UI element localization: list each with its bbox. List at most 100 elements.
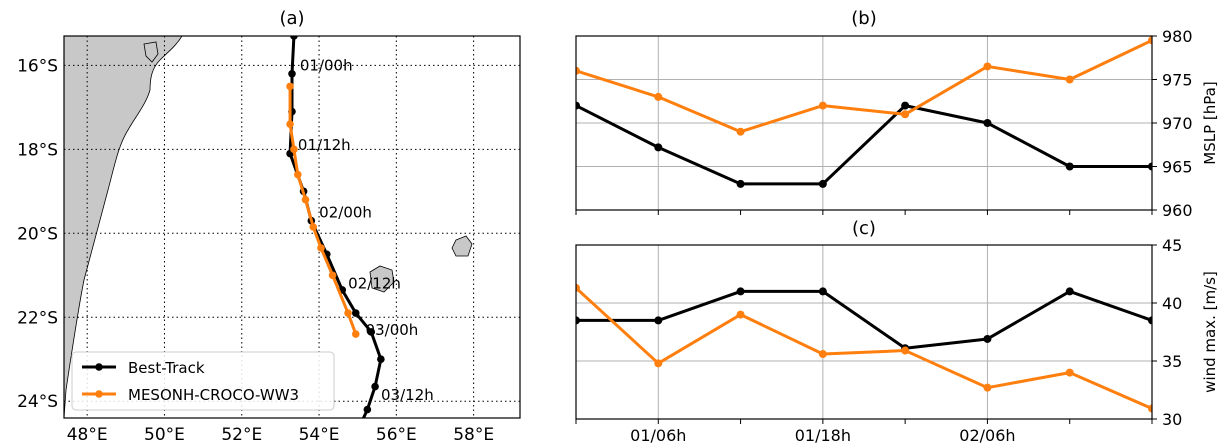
lat-tick-label: 16°S xyxy=(17,56,58,76)
wind-xtick-label: 02/06h xyxy=(959,426,1015,445)
best-track-point xyxy=(358,418,366,426)
legend-label-best-track: Best-Track xyxy=(128,359,205,377)
wind-ytick-label: 30 xyxy=(1162,410,1182,429)
best-track-point xyxy=(288,69,296,78)
wind-best-track-point xyxy=(1065,287,1074,296)
mslp-best-track-point xyxy=(576,101,580,110)
model-track-point xyxy=(301,195,310,204)
wind-ticks: 30 35 40 45 01/06h 01/18h 02/06h xyxy=(575,236,1182,445)
mslp-grid xyxy=(576,35,1152,211)
mslp-ticks: 960 965 970 975 980 xyxy=(575,27,1193,220)
legend-marker-best-track xyxy=(95,363,103,371)
wind-model-point xyxy=(1065,368,1074,377)
time-annotation: 02/12h xyxy=(348,275,401,293)
map-annotations: 01/00h 01/12h 02/00h 02/12h 03/00h 03/12h xyxy=(298,56,434,404)
best-track-point xyxy=(377,355,385,364)
lon-tick-label: 54°E xyxy=(299,425,340,445)
map-panel: (a) 01/00h 01/12h 02/00h 02/12h 03/00h 03/12h… xyxy=(17,8,521,445)
wind-ylabel: wind max. [m/s] xyxy=(1201,271,1219,393)
map-tracks xyxy=(286,36,385,426)
map-gridlines xyxy=(64,36,520,418)
best-track-point xyxy=(290,36,298,40)
wind-model-point xyxy=(576,283,580,292)
wind-ytick-label: 35 xyxy=(1162,352,1182,371)
mslp-model-point xyxy=(901,110,910,119)
model-track-point xyxy=(328,271,337,280)
mslp-best-track-point xyxy=(1148,162,1152,171)
mslp-model-point xyxy=(1148,36,1152,45)
time-annotation: 01/00h xyxy=(300,56,353,74)
mslp-best-track-line xyxy=(576,104,1152,186)
model-track-point xyxy=(293,170,302,179)
mslp-ytick-label: 965 xyxy=(1162,158,1193,177)
map-tick-labels: 48°E 50°E 52°E 54°E 56°E 58°E 16°S 18°S 20°S 22°S… xyxy=(17,56,494,445)
map-frame xyxy=(63,35,521,419)
wind-model-point xyxy=(654,359,663,368)
model-track-line xyxy=(288,86,358,335)
model-track-point xyxy=(351,330,360,338)
lon-tick-label: 50°E xyxy=(144,425,185,445)
lon-tick-label: 56°E xyxy=(376,425,417,445)
best-track-point xyxy=(351,309,360,317)
best-track-point xyxy=(371,382,379,391)
wind-best-track-point xyxy=(818,287,827,296)
mslp-model-point xyxy=(818,101,827,110)
mslp-model-point xyxy=(1065,75,1074,84)
mslp-best-track-point xyxy=(654,143,663,152)
mslp-best-track-point xyxy=(901,101,910,110)
wind-model-line xyxy=(576,286,1152,410)
wind-best-track-point xyxy=(1148,316,1152,325)
time-annotation: 03/00h xyxy=(366,321,419,339)
mslp-ytick-label: 970 xyxy=(1162,114,1193,133)
wind-best-track-line xyxy=(576,289,1152,350)
mslp-model-point xyxy=(983,62,992,71)
reunion-island xyxy=(369,265,395,293)
model-track-point xyxy=(317,244,325,252)
mslp-best-track-point xyxy=(983,119,992,127)
time-annotation: 01/12h xyxy=(298,136,351,154)
wind-ytick-label: 45 xyxy=(1162,236,1182,255)
legend: Best-Track MESONH-CROCO-WW3 xyxy=(71,351,335,411)
time-annotation: 03/12h xyxy=(381,386,434,404)
mslp-ytick-label: 960 xyxy=(1162,201,1193,220)
mslp-best-track-point xyxy=(736,179,745,188)
mslp-best-track-point xyxy=(818,179,827,188)
wind-xtick-label: 01/18h xyxy=(795,426,851,445)
mauritius-island xyxy=(451,235,473,257)
mslp-ytick-label: 975 xyxy=(1162,71,1193,90)
madagascar-land xyxy=(64,36,183,418)
mslp-series xyxy=(576,36,1152,188)
lat-tick-label: 22°S xyxy=(17,308,58,328)
lat-tick-label: 24°S xyxy=(17,392,58,412)
lon-tick-label: 58°E xyxy=(453,425,494,445)
wind-frame xyxy=(575,244,1153,420)
wind-best-track-point xyxy=(576,316,580,325)
mslp-model-point xyxy=(736,127,745,136)
mslp-best-track-point xyxy=(1065,162,1074,171)
wind-best-track-point xyxy=(736,287,745,296)
mslp-title: (b) xyxy=(851,8,876,29)
lon-tick-label: 52°E xyxy=(221,425,262,445)
wind-xtick-label: 01/06h xyxy=(630,426,686,445)
small-island xyxy=(143,41,159,63)
wind-series xyxy=(576,283,1152,413)
mslp-model-point xyxy=(654,92,663,101)
best-track-point xyxy=(367,328,376,336)
best-track-point xyxy=(363,405,372,414)
wind-grid xyxy=(576,244,1152,420)
wind-model-point xyxy=(736,310,745,319)
wind-best-track-point xyxy=(983,334,992,343)
legend-label-model: MESONH-CROCO-WW3 xyxy=(128,386,299,404)
model-track-point xyxy=(286,82,294,91)
model-track-point xyxy=(344,309,352,317)
legend-marker-model xyxy=(95,390,103,398)
lon-tick-label: 48°E xyxy=(67,425,108,445)
mslp-model-line xyxy=(576,38,1152,134)
mslp-model-point xyxy=(576,66,580,75)
wind-model-point xyxy=(983,383,992,392)
wind-model-point xyxy=(1148,404,1152,413)
model-track-point xyxy=(309,223,318,231)
wind-title: (c) xyxy=(852,218,876,239)
